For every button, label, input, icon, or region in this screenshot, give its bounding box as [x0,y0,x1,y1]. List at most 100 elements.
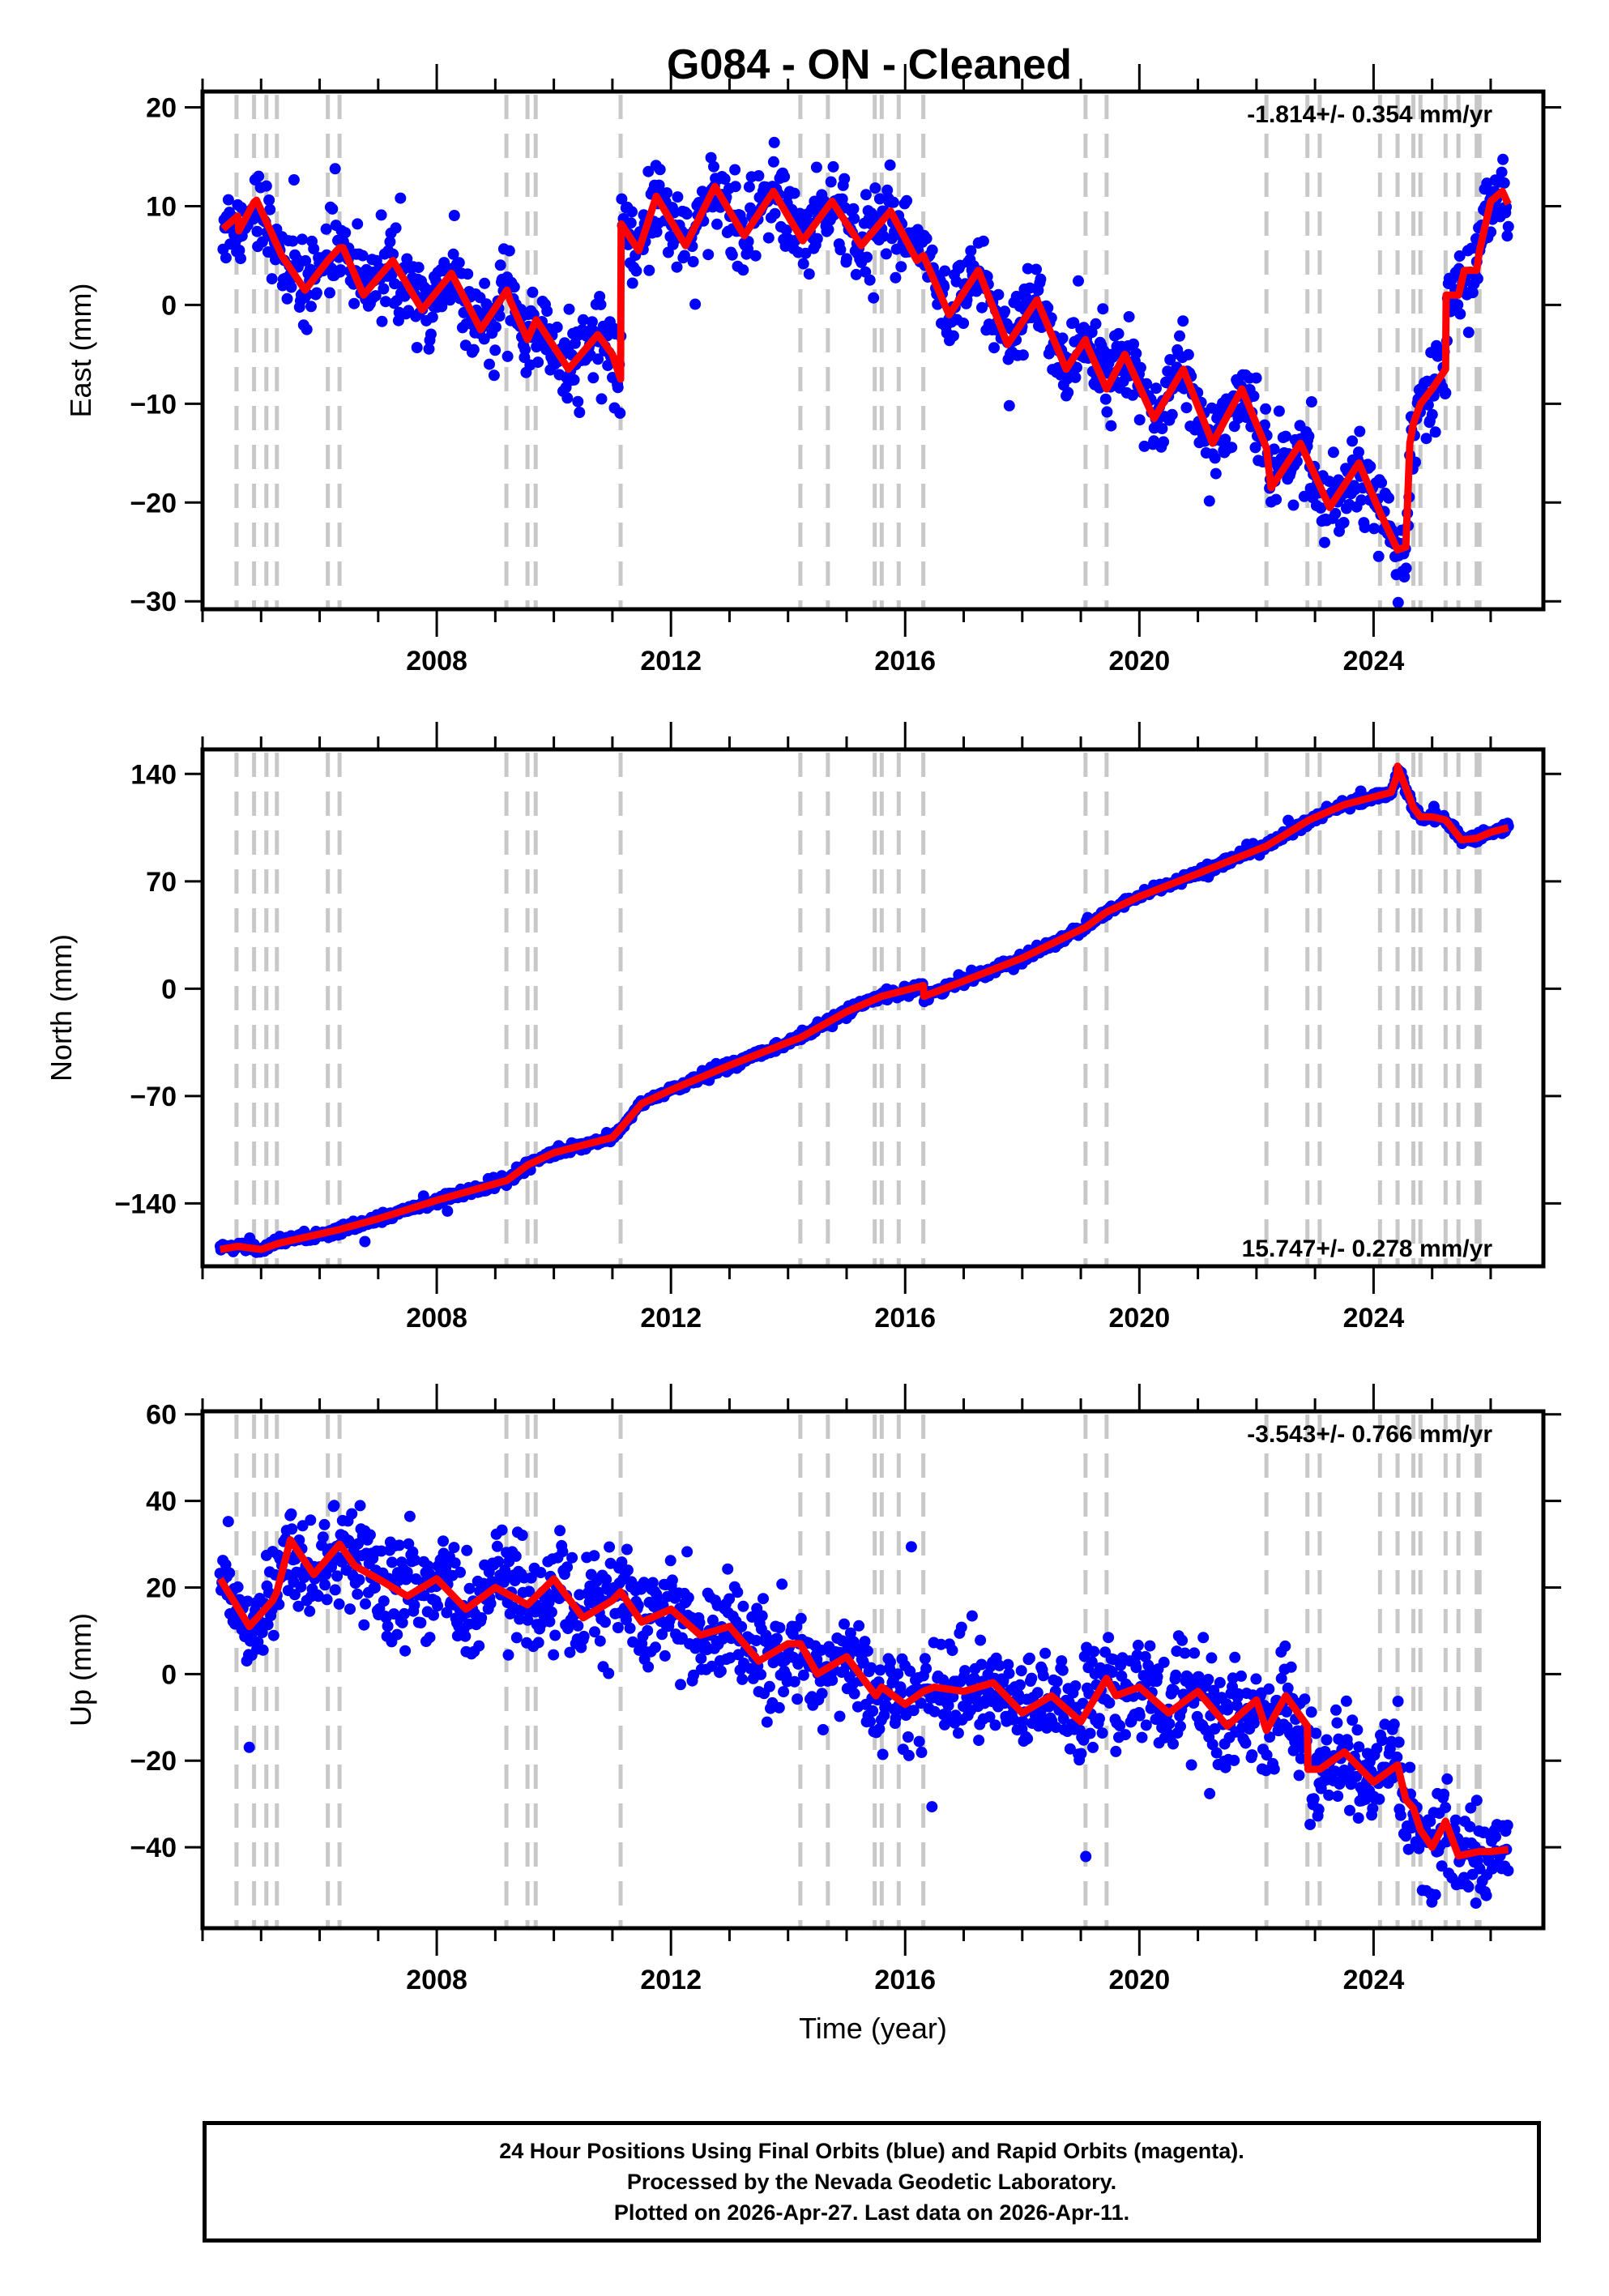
data-point [1383,492,1394,504]
data-point [1219,433,1231,446]
data-point [447,248,459,260]
data-point [722,1563,734,1575]
data-point [1110,1745,1122,1757]
data-point [1086,1656,1098,1668]
data-point [288,174,300,186]
data-point [1304,1819,1317,1830]
data-point [308,243,320,255]
y-tick-label: −10 [130,389,177,420]
data-point [395,192,407,204]
data-point [1355,494,1368,506]
data-point [975,1658,988,1671]
data-point [678,250,690,262]
data-point [358,1619,370,1631]
data-point [864,274,876,286]
data-point [1039,1647,1052,1659]
data-point [1210,467,1222,480]
data-point [1094,1713,1105,1725]
data-point [235,253,246,265]
data-point [1440,386,1452,399]
data-point [297,233,308,245]
data-point [992,288,1005,301]
data-point [638,1577,650,1589]
data-point [264,203,276,216]
data-point [462,268,474,280]
data-point [453,257,465,269]
data-point [1420,433,1432,445]
data-point [612,382,624,394]
data-point [1436,1860,1448,1872]
data-point [1202,1674,1214,1685]
data-point [681,208,693,220]
data-point [257,1644,269,1656]
data-point [1388,1718,1400,1731]
data-point [1174,330,1185,342]
data-point [1270,493,1283,506]
data-point [297,1520,309,1532]
y-tick-label: −20 [130,1746,177,1777]
data-point [574,407,586,418]
east-event-lines [234,95,1482,608]
data-point [661,187,673,199]
x-tick-label: 2024 [1343,646,1405,676]
data-point [928,1705,941,1718]
data-point [659,1649,671,1662]
data-point [1035,273,1047,285]
data-point [478,333,490,345]
data-point [348,297,361,309]
data-point [1453,250,1466,262]
data-point [359,1235,371,1248]
data-point [561,1561,574,1573]
data-point [1376,476,1388,489]
data-point [939,265,951,277]
data-point [1022,1733,1034,1745]
data-point [1400,1830,1412,1842]
data-point [1015,1665,1027,1677]
data-point [263,194,275,206]
data-point [353,1574,365,1585]
data-point [382,1620,394,1632]
data-point [958,318,970,329]
up-y-axis: 60 40 20 0 −20 −40 [130,1400,1561,1863]
data-point [1500,201,1513,213]
data-point [642,1661,655,1673]
data-point [484,1598,497,1610]
data-point [1133,1709,1146,1722]
data-point [502,1649,514,1661]
data-point [834,244,847,256]
data-point [401,1566,413,1578]
data-point [523,1585,536,1598]
y-tick-label: 70 [146,867,177,898]
data-point [973,1735,985,1747]
data-point [1359,522,1371,534]
data-point [737,1600,749,1612]
data-point [1133,414,1146,426]
x-tick-label: 2020 [1109,1303,1171,1334]
data-point [1404,1761,1416,1773]
data-point [616,1556,628,1568]
data-point [1106,1667,1118,1679]
data-point [839,1618,850,1630]
data-point [519,344,531,356]
data-point [594,1635,606,1647]
data-point [1344,1804,1355,1816]
data-point [907,1705,920,1717]
data-point [232,1581,244,1593]
data-point [776,1578,788,1590]
data-point [442,1205,454,1217]
data-point [1088,1645,1100,1658]
data-point [1464,1820,1476,1833]
data-point [1138,440,1150,452]
data-point [1185,1759,1197,1771]
data-point [1315,502,1327,514]
data-point [624,1622,636,1634]
data-point [1496,166,1508,178]
data-point [976,301,988,314]
data-point [251,225,263,237]
data-point [642,1624,654,1637]
data-point [310,287,322,299]
data-point [387,248,399,260]
data-point [873,193,886,205]
data-point [1209,452,1221,464]
data-point [1141,378,1153,390]
